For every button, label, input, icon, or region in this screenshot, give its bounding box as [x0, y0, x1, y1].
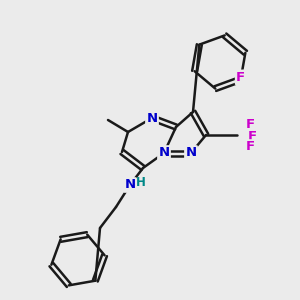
Text: N: N: [146, 112, 158, 124]
Text: H: H: [136, 176, 146, 190]
Text: F: F: [236, 71, 245, 84]
Text: N: N: [124, 178, 136, 191]
Text: F: F: [245, 118, 255, 131]
Text: N: N: [158, 146, 169, 160]
Text: N: N: [185, 146, 197, 160]
Text: F: F: [248, 130, 256, 142]
Text: F: F: [245, 140, 255, 154]
